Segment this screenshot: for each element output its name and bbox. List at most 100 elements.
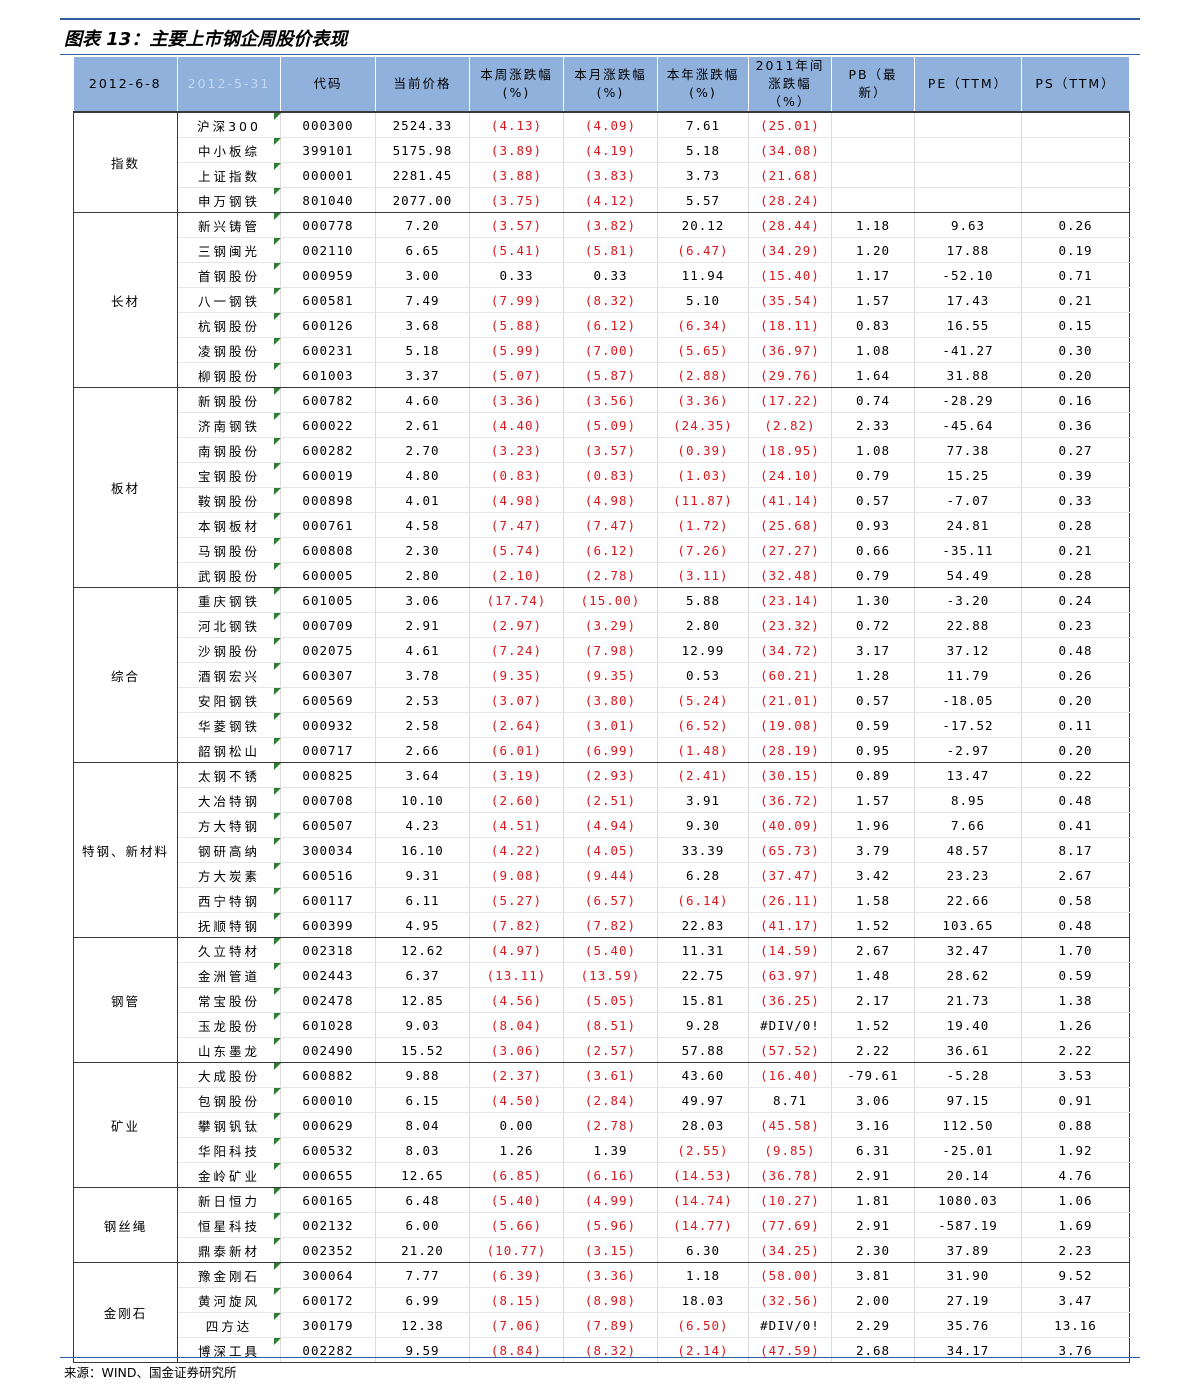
header-line: PB（最: [848, 67, 898, 82]
month-change: (2.78): [563, 1112, 658, 1138]
current-price: 2.61: [375, 412, 470, 438]
pb-value: [831, 137, 915, 163]
year-change: (6.47): [657, 237, 749, 263]
stock-name: 申万钢铁: [177, 187, 281, 213]
current-price: 2.53: [375, 687, 470, 713]
ps-value: 0.16: [1021, 387, 1130, 413]
month-change: (7.82): [563, 912, 658, 938]
ps-value: 0.27: [1021, 437, 1130, 463]
stock-code: 002443: [280, 962, 376, 988]
stock-code: 399101: [280, 137, 376, 163]
stock-name: 马钢股份: [177, 537, 281, 563]
week-change: (5.99): [469, 337, 564, 363]
current-price: 2077.00: [375, 187, 470, 213]
stock-name: 西宁特钢: [177, 887, 281, 913]
week-change: (10.77): [469, 1237, 564, 1263]
month-change: (3.36): [563, 1262, 658, 1288]
week-change: (3.07): [469, 687, 564, 713]
month-change: (4.12): [563, 187, 658, 213]
stock-code: 000300: [280, 112, 376, 138]
stock-name: 方大炭素: [177, 862, 281, 888]
pb-value: 0.95: [831, 737, 915, 763]
current-price: 7.49: [375, 287, 470, 313]
stock-name: 黄河旋风: [177, 1287, 281, 1313]
stock-code: 601003: [280, 362, 376, 388]
year-change: (11.87): [657, 487, 749, 513]
stock-code: 600019: [280, 462, 376, 488]
table-row: 综合 重庆钢铁 601005 3.06 (17.74) (15.00) 5.88 (23.14…: [73, 587, 1130, 763]
stock-name: 博深工具: [177, 1337, 281, 1363]
month-change: (7.89): [563, 1312, 658, 1338]
table-row: 八一钢铁 600581 7.49 (7.99) (8.32) 5.10 (35.54) 1.5…: [74, 287, 1130, 313]
title-rule: [60, 54, 1140, 55]
year-change: 11.94: [657, 262, 749, 288]
pb-value: 2.33: [831, 412, 915, 438]
table-row: 华菱钢铁 000932 2.58 (2.64) (3.01) (6.52) (19.08) 0…: [74, 712, 1130, 738]
table-row: 本钢板材 000761 4.58 (7.47) (7.47) (1.72) (25.68) 0…: [74, 512, 1130, 538]
change-2011: (15.40): [748, 262, 832, 288]
change-2011: (17.22): [748, 387, 832, 413]
group-label: 特钢、新材料: [73, 762, 178, 938]
year-change: (3.36): [657, 387, 749, 413]
current-price: 3.37: [375, 362, 470, 388]
header-month-change: 本月涨跌幅 (%): [563, 57, 658, 113]
pe-value: -17.52: [914, 712, 1022, 738]
stock-name: 酒钢宏兴: [177, 662, 281, 688]
table-row: 三钢闽光 002110 6.65 (5.41) (5.81) (6.47) (34.29) 1…: [74, 237, 1130, 263]
year-change: 3.91: [657, 787, 749, 813]
table-row: 方大特钢 600507 4.23 (4.51) (4.94) 9.30 (40.09) 1.9…: [74, 812, 1130, 838]
header-line: (%): [502, 85, 531, 100]
current-price: 12.65: [375, 1162, 470, 1188]
steel-stock-table: 2012-6-8 2012-5-31 代码 当前价格 本周涨跌幅 (%) 本月涨跌…: [73, 57, 1130, 1363]
month-change: (3.82): [563, 212, 658, 238]
current-price: 10.10: [375, 787, 470, 813]
month-change: (6.57): [563, 887, 658, 913]
table-row: 玉龙股份 601028 9.03 (8.04) (8.51) 9.28 #DIV/0! 1.5…: [74, 1012, 1130, 1038]
stock-name: 久立特材: [177, 937, 281, 963]
header-row: 2012-6-8 2012-5-31 代码 当前价格 本周涨跌幅 (%) 本月涨跌…: [73, 57, 1130, 113]
current-price: 3.00: [375, 262, 470, 288]
current-price: 4.95: [375, 912, 470, 938]
current-price: 7.20: [375, 212, 470, 238]
ps-value: 0.48: [1021, 787, 1130, 813]
table-row: 杭钢股份 600126 3.68 (5.88) (6.12) (6.34) (18.11) 0…: [74, 312, 1130, 338]
change-2011: (18.95): [748, 437, 832, 463]
table-row: 指数 沪深300 000300 2524.33 (4.13) (4.09) 7.61 (25.…: [73, 112, 1130, 213]
stock-code: 002490: [280, 1037, 376, 1063]
header-line: PS（TTM）: [1035, 76, 1116, 91]
table-row: 凌钢股份 600231 5.18 (5.99) (7.00) (5.65) (36.97) 1…: [74, 337, 1130, 363]
ps-value: 3.47: [1021, 1287, 1130, 1313]
week-change: (6.85): [469, 1162, 564, 1188]
year-change: 6.28: [657, 862, 749, 888]
stock-code: 600005: [280, 562, 376, 588]
year-change: 15.81: [657, 987, 749, 1013]
pe-value: 37.12: [914, 637, 1022, 663]
pb-value: 3.06: [831, 1087, 915, 1113]
change-2011: #DIV/0!: [748, 1312, 832, 1338]
week-change: (3.88): [469, 162, 564, 188]
change-2011: (19.08): [748, 712, 832, 738]
current-price: 6.65: [375, 237, 470, 263]
ps-value: 0.22: [1021, 762, 1130, 788]
header-line: （%）: [768, 94, 812, 109]
stock-name: 沪深300: [177, 112, 281, 138]
week-change: (5.07): [469, 362, 564, 388]
pb-value: 1.52: [831, 912, 915, 938]
month-change: (6.16): [563, 1162, 658, 1188]
change-2011: (2.82): [748, 412, 832, 438]
current-price: 4.60: [375, 387, 470, 413]
stock-code: 600882: [280, 1062, 376, 1088]
current-price: 6.99: [375, 1287, 470, 1313]
month-change: (7.98): [563, 637, 658, 663]
pe-value: -3.20: [914, 587, 1022, 613]
change-2011: (32.48): [748, 562, 832, 588]
pb-value: 3.81: [831, 1262, 915, 1288]
pb-value: 2.91: [831, 1162, 915, 1188]
ps-value: 4.76: [1021, 1162, 1130, 1188]
top-rule: [60, 18, 1140, 20]
change-2011: (35.54): [748, 287, 832, 313]
current-price: 3.64: [375, 762, 470, 788]
year-change: 3.73: [657, 162, 749, 188]
week-change: (0.83): [469, 462, 564, 488]
pe-value: 36.61: [914, 1037, 1022, 1063]
